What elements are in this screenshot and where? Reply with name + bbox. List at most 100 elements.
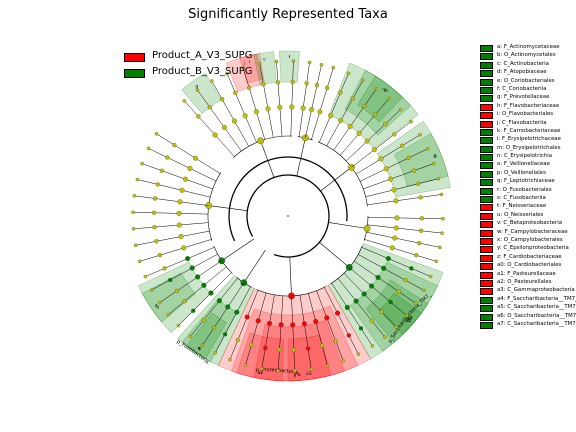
genus-node xyxy=(182,99,187,103)
taxa-legend-swatch xyxy=(480,288,493,296)
taxa-legend-label: g: F_Prevotellaceae xyxy=(497,94,550,101)
class-node xyxy=(176,210,182,216)
genus-node xyxy=(436,177,441,181)
taxon-branch xyxy=(229,290,259,360)
family-node xyxy=(196,114,201,119)
taxa-legend-label: s: C_Fusobacteriia xyxy=(497,195,546,202)
taxa-legend-swatch xyxy=(480,53,493,61)
genus-node xyxy=(257,61,262,66)
class-node xyxy=(212,132,218,138)
family-node xyxy=(373,112,378,117)
taxon-branch xyxy=(316,290,344,361)
taxon-branch xyxy=(358,254,425,291)
class-node xyxy=(201,282,207,288)
taxon-branch xyxy=(137,179,211,198)
root-arc xyxy=(246,174,330,258)
root-node xyxy=(287,215,289,217)
class-node xyxy=(221,124,227,131)
taxon-branch xyxy=(324,287,359,355)
taxa-legend-swatch xyxy=(480,86,493,94)
taxon-branch xyxy=(291,295,296,371)
taxon-branch xyxy=(361,247,431,277)
group-legend-label: Product_A_V3_SUPG xyxy=(152,50,253,61)
taxa-legend-swatch xyxy=(480,70,493,78)
taxon-branch xyxy=(139,239,212,262)
taxa-legend-label: a0: O_Cardiobacteriales xyxy=(497,262,562,269)
phylum-node xyxy=(345,264,353,271)
taxa-legend-swatch xyxy=(480,237,493,245)
taxa-legend-swatch xyxy=(480,271,493,279)
class-node xyxy=(385,256,391,262)
family-node xyxy=(233,90,238,95)
taxon-branch xyxy=(351,121,412,168)
class-node xyxy=(177,199,183,205)
taxa-legend-label: x: O_Campylobacterales xyxy=(497,236,563,243)
genus-node xyxy=(325,364,330,368)
class-node xyxy=(344,304,350,310)
class-node xyxy=(185,256,191,262)
family-node xyxy=(419,228,424,233)
family-node xyxy=(346,333,351,338)
class-node xyxy=(334,310,341,316)
taxa-legend-label: t: F_Neisseriaceae xyxy=(497,203,547,210)
family-node xyxy=(211,325,217,330)
class-node xyxy=(378,156,384,162)
taxa-legend-label: v: C_Betaproteobacteria xyxy=(497,220,562,227)
family-node xyxy=(159,168,165,173)
family-node xyxy=(362,103,367,109)
clade-sector-letter: j xyxy=(243,61,245,67)
genus-node xyxy=(370,344,375,348)
taxa-legend-swatch xyxy=(480,204,493,212)
family-node xyxy=(379,309,384,315)
family-node xyxy=(151,210,157,215)
family-node xyxy=(419,216,425,221)
taxon-branch xyxy=(290,61,294,137)
family-node xyxy=(220,97,225,102)
genus-node xyxy=(228,357,232,362)
taxon-branch xyxy=(151,253,218,291)
taxa-legend-swatch xyxy=(480,321,493,329)
genus-node xyxy=(428,274,433,279)
taxon-branch xyxy=(133,222,209,230)
class-node xyxy=(338,118,344,124)
taxon-branch xyxy=(134,195,209,206)
genus-node xyxy=(225,71,229,76)
genus-node xyxy=(361,78,365,83)
family-node xyxy=(383,121,388,127)
family-node xyxy=(291,347,296,353)
clade-sector-letter: a2 xyxy=(258,370,264,376)
genus-node xyxy=(398,107,403,112)
family-node xyxy=(249,342,254,348)
taxa-legend-swatch xyxy=(480,145,493,153)
taxon-branch xyxy=(145,247,215,277)
class-node xyxy=(278,322,284,328)
family-node xyxy=(191,308,196,313)
clade-sector-letter: l xyxy=(385,88,386,94)
class-node xyxy=(244,314,250,320)
clade-sector-letter: g xyxy=(195,84,198,89)
family-node xyxy=(304,81,309,86)
clade-sector-letter: o xyxy=(434,155,437,160)
taxon-branch xyxy=(337,278,386,338)
taxa-legend-swatch xyxy=(480,95,493,103)
genus-node xyxy=(200,343,205,347)
taxon-branch xyxy=(135,230,210,246)
class-node xyxy=(277,104,283,110)
taxon-branch xyxy=(148,148,217,182)
class-node xyxy=(394,215,400,221)
taxon-branch xyxy=(365,178,439,198)
genus-node xyxy=(259,367,264,371)
family-node xyxy=(275,80,281,85)
genus-node xyxy=(404,313,409,318)
genus-node xyxy=(439,192,444,197)
kingdom-arc xyxy=(228,156,348,242)
taxa-legend-label: a3: C_Gammaproteobacteria xyxy=(497,287,575,294)
class-node xyxy=(253,109,259,115)
class-node xyxy=(393,198,399,204)
family-node xyxy=(182,299,187,304)
phylum-branch xyxy=(319,242,350,268)
family-node xyxy=(277,347,282,352)
taxa-legend-label: l: F_Erysipelotrichaceae xyxy=(497,136,561,143)
clade-sector-b xyxy=(138,261,212,334)
